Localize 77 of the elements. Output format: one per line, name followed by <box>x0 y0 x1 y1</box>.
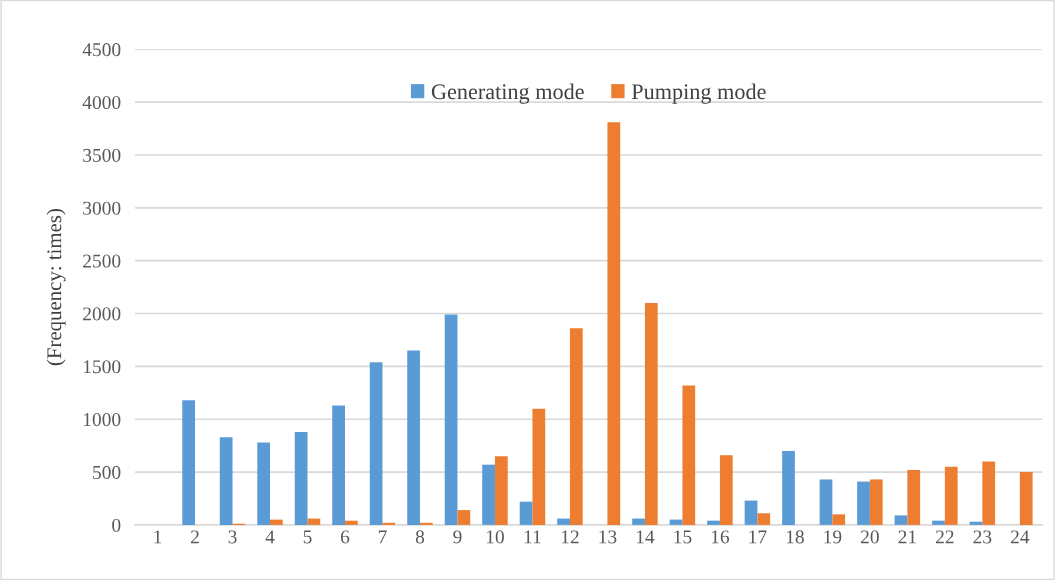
bar <box>444 314 458 525</box>
x-tick-label: 11 <box>524 530 541 544</box>
bar <box>182 400 196 525</box>
bar <box>932 520 945 525</box>
x-tick-label: 7 <box>378 530 387 544</box>
bar <box>457 510 471 525</box>
y-tick-label: 1500 <box>83 360 121 374</box>
x-tick-label: 19 <box>824 530 842 544</box>
bar <box>644 302 658 525</box>
legend-label: Pumping mode <box>631 83 766 104</box>
y-tick-label: 3500 <box>83 148 121 162</box>
bar <box>757 513 771 525</box>
x-tick-label: 13 <box>599 530 617 544</box>
x-tick-label: 16 <box>711 530 730 544</box>
x-tick-label: 12 <box>561 530 579 544</box>
bar <box>632 518 645 525</box>
bar <box>707 520 720 525</box>
x-tick-label: 4 <box>265 530 275 544</box>
y-tick-label: 0 <box>112 518 121 532</box>
bar <box>419 522 433 525</box>
x-tick-label: 17 <box>749 530 767 544</box>
bar <box>1019 472 1033 525</box>
x-tick-label: 1 <box>154 530 162 544</box>
y-tick-label: 1000 <box>83 413 121 427</box>
bar <box>969 521 983 525</box>
x-tick-label: 9 <box>453 530 462 544</box>
y-axis-title: (Frequency: times) <box>46 209 66 366</box>
bar <box>369 362 383 525</box>
x-tick-label: 23 <box>973 530 992 544</box>
bar <box>294 431 308 525</box>
y-tick-label: 2500 <box>83 254 121 268</box>
bar <box>857 481 870 525</box>
bar <box>832 514 846 525</box>
bar <box>782 450 795 525</box>
bar <box>894 515 908 525</box>
y-tick-label: 4500 <box>82 43 121 57</box>
bar <box>332 405 345 525</box>
x-tick-label: 20 <box>861 530 879 544</box>
y-tick-label: 500 <box>93 465 121 479</box>
bar <box>944 466 958 525</box>
x-tick-label: 18 <box>786 530 804 544</box>
bar <box>382 522 396 525</box>
x-tick-label: 15 <box>674 530 692 544</box>
bar <box>744 500 758 525</box>
bar <box>907 469 921 525</box>
x-tick-label: 3 <box>228 530 237 544</box>
bar <box>270 519 283 525</box>
bar <box>407 350 420 525</box>
bar <box>219 437 233 525</box>
x-tick-label: 22 <box>935 530 954 544</box>
bar <box>494 456 508 525</box>
bar <box>719 455 733 525</box>
bar <box>819 479 833 525</box>
x-tick-label: 8 <box>415 530 425 544</box>
x-tick-label: 5 <box>303 530 312 544</box>
x-tick-label: 2 <box>191 530 199 544</box>
bar <box>532 408 546 525</box>
x-tick-label: 14 <box>636 530 655 544</box>
x-tick-label: 10 <box>486 530 504 544</box>
x-tick-label: 6 <box>340 530 350 544</box>
bar <box>669 519 683 525</box>
bar <box>257 442 271 525</box>
bar <box>519 501 533 525</box>
legend-label: Generating mode <box>431 83 584 104</box>
bar <box>607 122 621 525</box>
bar <box>557 518 570 525</box>
y-tick-label: 4000 <box>82 95 121 110</box>
bar <box>344 520 358 525</box>
bar <box>569 328 583 525</box>
x-tick-label: 21 <box>898 530 916 544</box>
bar <box>869 479 883 525</box>
x-tick-label: 24 <box>1010 530 1030 544</box>
bar <box>482 464 495 525</box>
y-tick-label: 3000 <box>83 201 121 215</box>
bar <box>982 461 996 525</box>
bar <box>682 385 696 525</box>
y-tick-label: 2000 <box>83 307 121 321</box>
